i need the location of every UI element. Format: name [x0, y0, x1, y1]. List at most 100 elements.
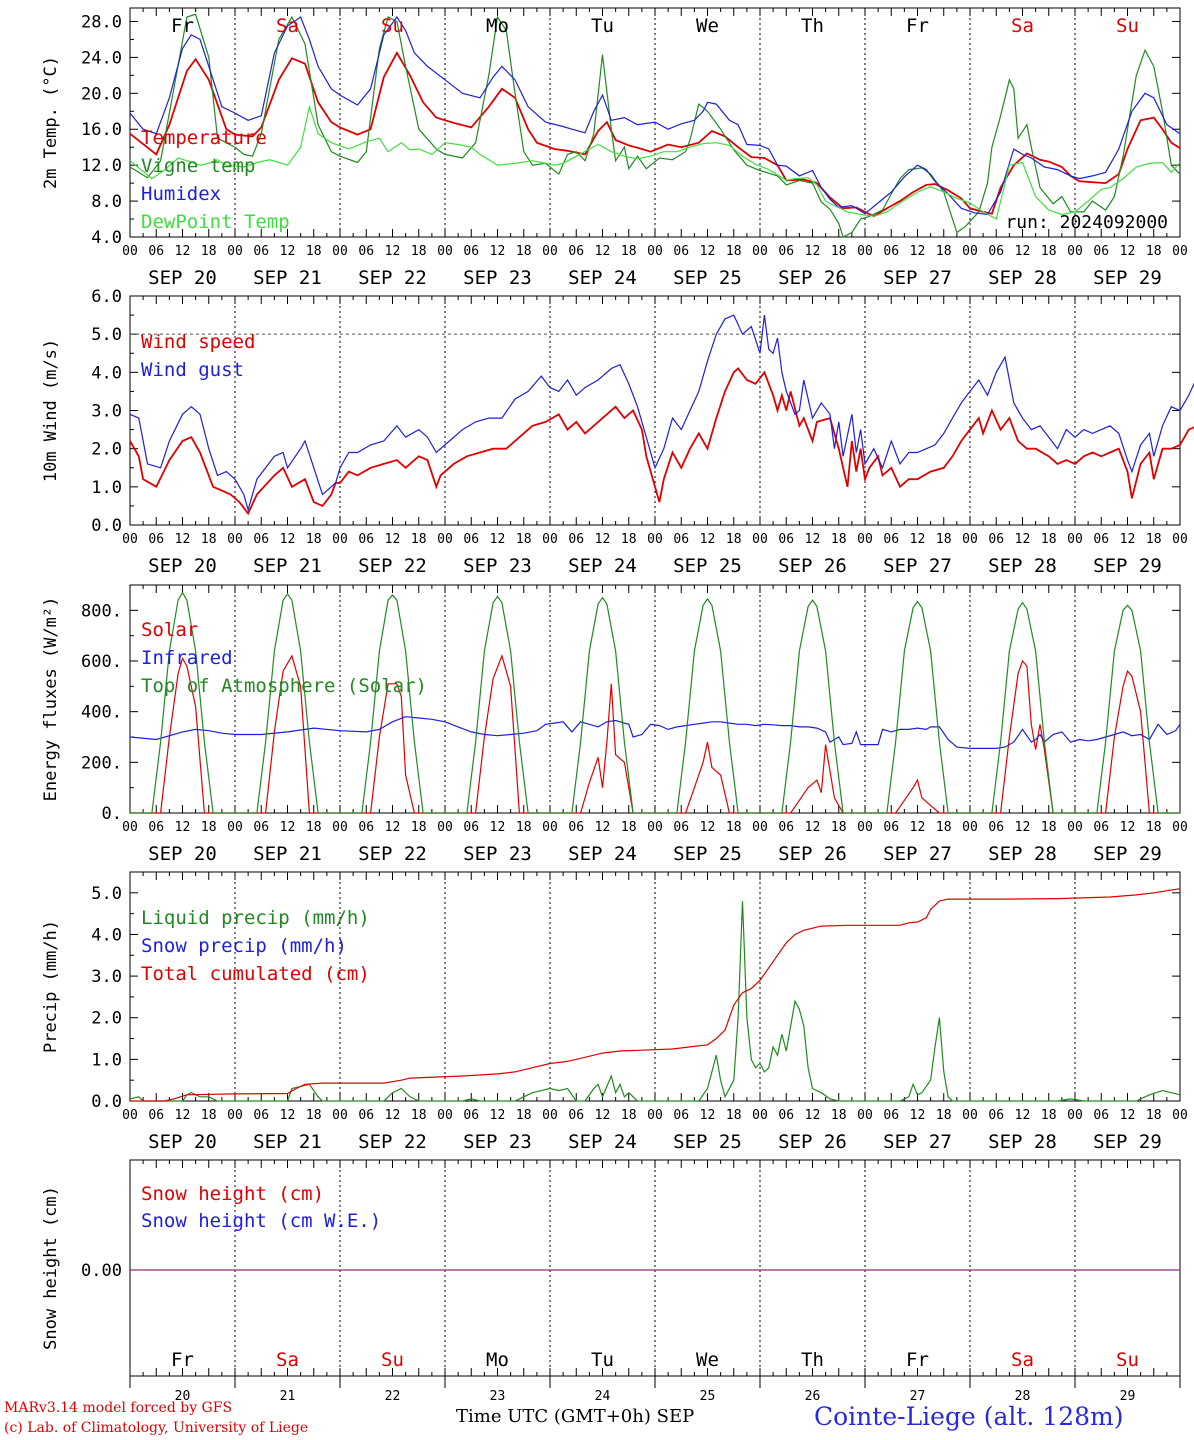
y-tick-label: 0.	[102, 804, 122, 824]
legend-entry: Vigne temp	[141, 155, 255, 177]
weekday-label: Mo	[486, 1349, 509, 1371]
plot-frame	[129, 295, 1181, 526]
weekday-label: Su	[1116, 1349, 1139, 1371]
run-annotation: run: 2024092000	[1005, 212, 1168, 233]
hour-label: 12	[490, 820, 506, 835]
hour-label: 00	[647, 820, 663, 835]
hour-label: 12	[700, 1108, 716, 1123]
hour-label: 12	[385, 244, 401, 259]
date-label: SEP 27	[883, 843, 952, 865]
day-number-label: 27	[910, 1389, 926, 1404]
hour-label: 18	[1041, 820, 1057, 835]
hour-label: 18	[831, 532, 847, 547]
hour-label: 12	[595, 244, 611, 259]
hour-label: 12	[595, 820, 611, 835]
date-label: SEP 21	[253, 555, 322, 577]
hour-label: 12	[1015, 1108, 1031, 1123]
date-label: SEP 20	[148, 555, 217, 577]
hour-label: 00	[437, 1108, 453, 1123]
hour-label: 18	[201, 1108, 217, 1123]
hour-label: 00	[332, 244, 348, 259]
date-label: SEP 25	[673, 1131, 742, 1153]
hour-label: 00	[647, 532, 663, 547]
hour-label: 06	[673, 244, 689, 259]
y-tick-label: 0.0	[91, 516, 122, 536]
hour-label: 18	[306, 820, 322, 835]
hour-label: 18	[306, 532, 322, 547]
hour-label: 12	[385, 532, 401, 547]
y-tick-label: 1.0	[91, 478, 122, 498]
weekday-label: Su	[381, 1349, 404, 1371]
hour-label: 06	[1093, 244, 1109, 259]
series-line-dewpoint-temp	[129, 104, 1181, 220]
hour-label: 12	[805, 1108, 821, 1123]
hour-label: 18	[411, 532, 427, 547]
hour-label: 18	[726, 820, 742, 835]
hour-label: 18	[936, 244, 952, 259]
hour-label: 06	[358, 1108, 374, 1123]
legend-entry: Snow precip (mm/h)	[141, 935, 347, 957]
station-name: Cointe-Liege (alt. 128m)	[814, 1402, 1124, 1431]
y-tick-label: 3.0	[91, 402, 122, 422]
hour-label: 18	[306, 1108, 322, 1123]
series-line-solar	[130, 654, 1180, 814]
hour-label: 18	[1146, 532, 1162, 547]
hour-label: 18	[201, 820, 217, 835]
hour-label: 18	[726, 244, 742, 259]
hour-label: 00	[647, 244, 663, 259]
hour-label: 06	[253, 820, 269, 835]
y-tick-label: 0.00	[81, 1261, 122, 1281]
date-label: SEP 20	[148, 843, 217, 865]
hour-label: 06	[253, 244, 269, 259]
y-tick-label: 2.0	[91, 440, 122, 460]
chart-panel-1: 4.0 8.0 12.0 16.0 20.0 24.0 28.0 2m Temp. (°C) T…	[41, 7, 1188, 289]
y-tick-label: 600.	[81, 652, 122, 672]
hour-label: 06	[358, 244, 374, 259]
y-tick-label: 4.0	[91, 228, 122, 248]
hour-label: 06	[883, 820, 899, 835]
hour-label: 18	[1146, 1108, 1162, 1123]
chart-panel-5: 0.00 Snow height (cm) Snow height (cm) Snow…	[41, 1159, 1181, 1404]
hour-label: 18	[1041, 532, 1057, 547]
hour-label: 00	[962, 532, 978, 547]
date-label: SEP 28	[988, 555, 1057, 577]
hour-label: 18	[201, 532, 217, 547]
time-axis-label: Time UTC (GMT+0h) SEP	[456, 1406, 694, 1427]
date-label: SEP 23	[463, 267, 532, 289]
hour-label: 00	[227, 820, 243, 835]
hour-label: 06	[148, 244, 164, 259]
date-label: SEP 29	[1093, 1131, 1162, 1153]
hour-label: 00	[962, 820, 978, 835]
hour-label: 06	[673, 820, 689, 835]
hour-label: 06	[778, 820, 794, 835]
hour-label: 18	[621, 820, 637, 835]
date-label: SEP 28	[988, 267, 1057, 289]
hour-label: 06	[568, 244, 584, 259]
series-line-liquid-precip-mm-h-	[129, 901, 1181, 1102]
series-line-wind-gust	[129, 314, 1194, 512]
hour-label: 00	[437, 820, 453, 835]
weekday-label: Sa	[276, 15, 299, 37]
hour-label: 06	[1093, 1108, 1109, 1123]
hour-label: 00	[752, 244, 768, 259]
hour-label: 12	[490, 532, 506, 547]
date-label: SEP 27	[883, 267, 952, 289]
hour-label: 18	[831, 820, 847, 835]
y-tick-label: 6.0	[91, 287, 122, 307]
legend-entry: Wind gust	[141, 359, 244, 381]
hour-label: 00	[542, 1108, 558, 1123]
date-label: SEP 20	[148, 1131, 217, 1153]
hour-label: 00	[752, 1108, 768, 1123]
y-tick-label: 28.0	[81, 12, 122, 32]
hour-label: 06	[568, 1108, 584, 1123]
hour-label: 18	[936, 1108, 952, 1123]
hour-label: 00	[122, 820, 138, 835]
hour-label: 18	[411, 244, 427, 259]
series-line-temperature	[129, 51, 1181, 218]
hour-label: 06	[778, 244, 794, 259]
hour-label: 06	[148, 820, 164, 835]
date-label: SEP 25	[673, 555, 742, 577]
legend-entry: Liquid precip (mm/h)	[141, 907, 370, 929]
chart-panel-4: 0.0 1.0 2.0 3.0 4.0 5.0 Precip (mm/h) Liquid pr…	[41, 871, 1188, 1153]
hour-label: 06	[988, 244, 1004, 259]
